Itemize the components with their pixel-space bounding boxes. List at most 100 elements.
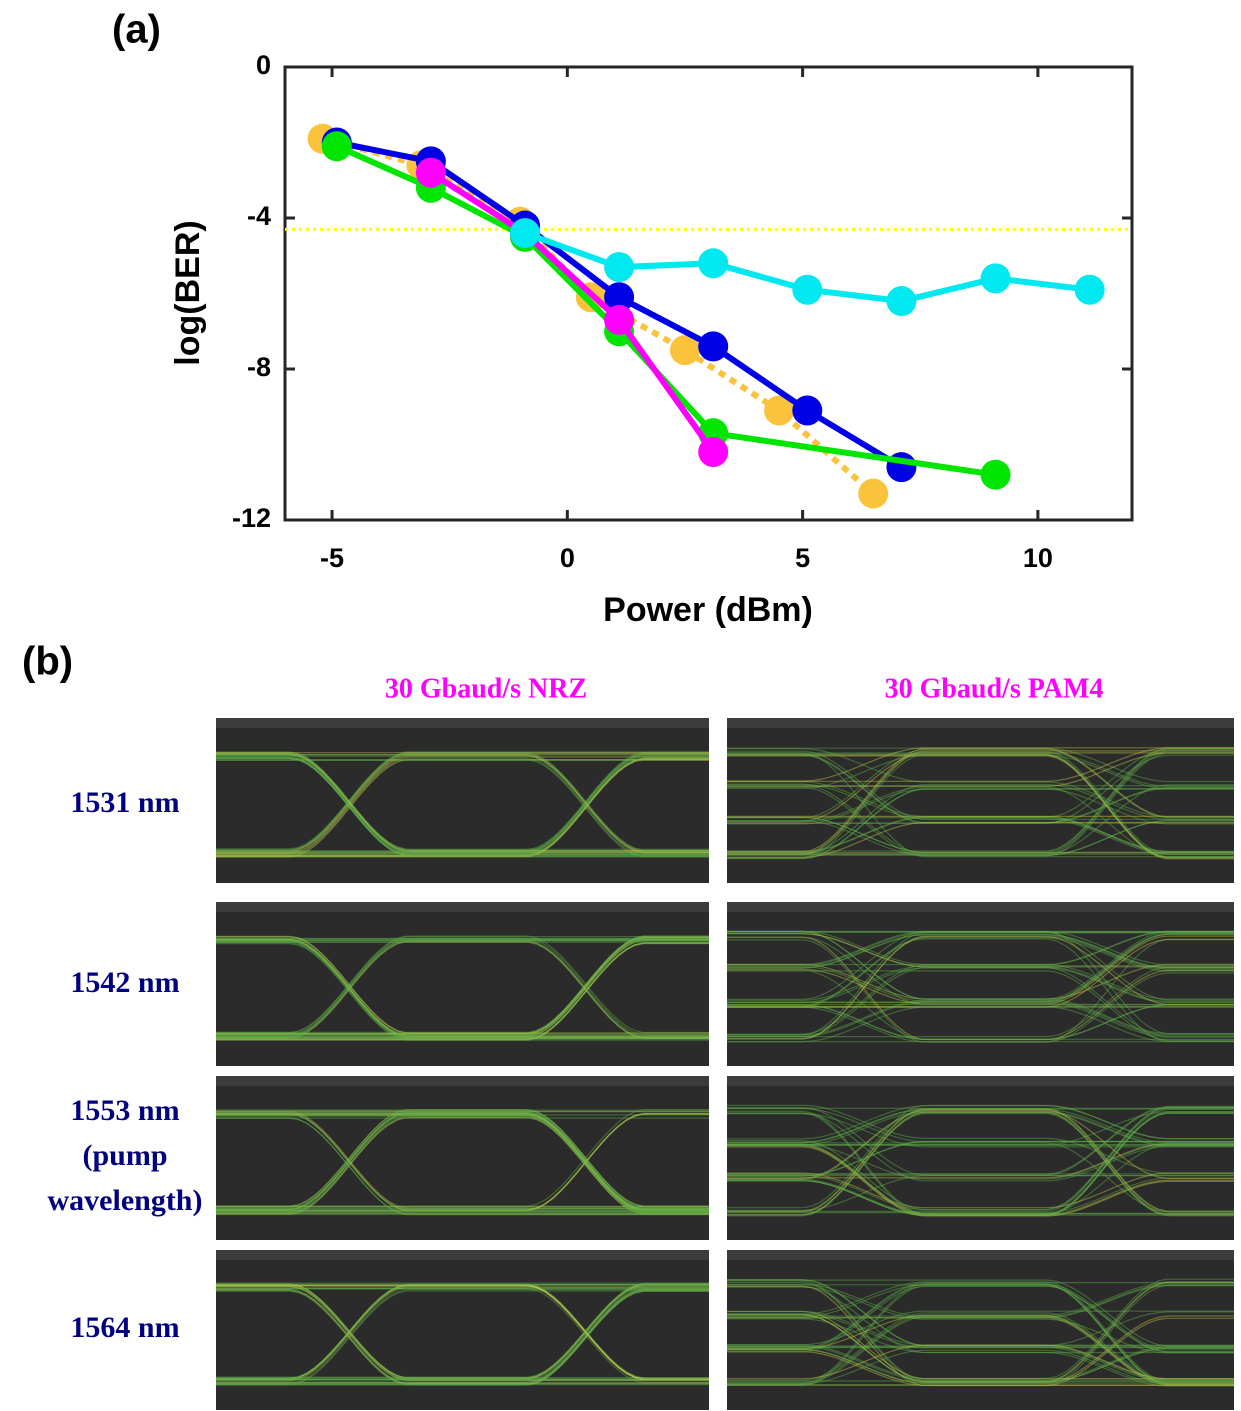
x-tick-label: -5 [320,543,344,573]
eye-trace [216,751,709,850]
eye-trace [727,1106,1234,1211]
eye-trace [216,756,709,855]
eye-trace [727,788,1234,825]
eye-trace [216,1284,709,1380]
eye-trace [727,1279,1234,1347]
eye-trace [727,1344,1234,1380]
eye-trace [727,1110,1234,1215]
eye-trace [727,1112,1234,1216]
eye-trace [727,752,1234,787]
x-tick-label: 5 [795,543,810,573]
eye-trace [727,935,1234,1040]
eye-trace [727,1284,1234,1385]
eye-trace [727,1111,1234,1215]
eye-trace [727,1141,1234,1177]
eye-trace [727,938,1234,1042]
eye-trace [727,1285,1234,1386]
eye-trace [727,1286,1234,1354]
eye-trace [216,1287,709,1383]
eye-trace [216,1111,709,1210]
eye-trace [216,1112,709,1211]
eye-trace [727,748,1234,853]
eye-trace [727,816,1234,853]
eye-trace [727,752,1234,787]
eye-trace [216,759,709,858]
column-title: 30 Gbaud/s PAM4 [885,673,1104,704]
eye-trace [216,757,709,857]
eye-trace [727,1105,1234,1140]
eye-trace [216,752,709,851]
eye-trace [727,753,1234,858]
eye-trace [727,939,1234,1043]
eye-trace [727,1314,1234,1384]
eye-diagram [727,718,1234,883]
eye-trace [216,752,709,851]
eye-trace [727,1314,1234,1383]
eye-trace [727,747,1234,852]
data-point [604,282,635,313]
eye-trace [216,1284,709,1380]
eye-trace [727,930,1234,1000]
eye-trace [216,1284,709,1380]
eye-trace [216,1110,709,1209]
eye-trace [216,939,709,1038]
eye-trace [727,1004,1234,1040]
eye-diagram [727,1250,1234,1410]
eye-trace [216,753,709,852]
eye-trace [727,935,1234,1005]
eye-trace [727,933,1234,1002]
eye-trace [727,754,1234,824]
eye-trace [216,1283,709,1379]
eye-trace [727,1143,1234,1180]
eye-trace [216,1283,709,1379]
eye-trace [727,1283,1234,1384]
eye-header [727,1076,1234,1086]
eye-header [216,902,709,912]
eye-trace [727,750,1234,855]
eye-trace [216,757,709,856]
eye-trace [216,1282,709,1378]
x-tick-label: 0 [560,543,575,573]
eye-trace [727,748,1234,853]
eye-trace [727,786,1234,858]
eye-trace [727,1112,1234,1182]
eye-trace [216,1289,709,1385]
eye-trace [727,1180,1234,1216]
eye-trace [727,930,1234,966]
eye-trace [727,965,1234,1001]
y-tick-label: 0 [256,50,271,80]
eye-trace [727,967,1234,1038]
eye-trace [216,1283,709,1379]
eye-trace [216,940,709,1039]
eye-trace [727,970,1234,1041]
eye-trace [727,930,1234,1000]
eye-trace [727,1110,1234,1180]
data-point [509,218,540,249]
eye-trace [216,1117,709,1216]
eye-trace [727,1006,1234,1042]
eye-background [216,718,709,883]
eye-trace [216,1113,709,1212]
eye-trace [216,1288,709,1384]
eye-header [727,718,1234,728]
eye-trace [727,1142,1234,1179]
series-line [335,143,996,478]
eye-trace [727,1313,1234,1382]
eye-trace [216,1112,709,1211]
eye-trace [216,757,709,856]
eye-trace [216,1286,709,1382]
eye-background [727,902,1234,1066]
eye-trace [216,1284,709,1379]
eye-trace [727,1282,1234,1349]
eye-trace [216,753,709,852]
eye-trace [727,821,1234,858]
eye-trace [727,1106,1234,1211]
eye-trace [727,1143,1234,1215]
eye-trace [727,753,1234,823]
eye-trace [727,748,1234,818]
eye-header [727,1250,1234,1260]
eye-trace [727,1104,1234,1174]
eye-trace [727,1284,1234,1385]
eye-trace [216,938,709,1037]
eye-background [727,1250,1234,1410]
